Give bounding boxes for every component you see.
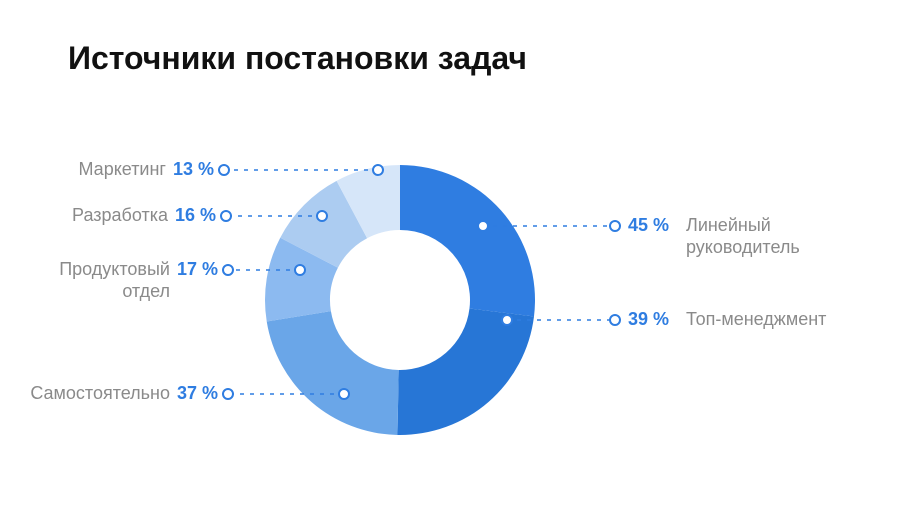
marker-outer-independently [223,389,233,399]
pct-marketing: 13 % [173,159,214,179]
marker-inner-product_dept [295,265,305,275]
slice-line_manager [400,165,535,316]
slice-independently [267,311,399,435]
label-top_management: Топ-менеджмент [686,309,826,329]
marker-outer-development [221,211,231,221]
slice-top_management [397,309,534,435]
marker-outer-line_manager [610,221,620,231]
marker-inner-development [317,211,327,221]
pct-top_management: 39 % [628,309,669,329]
label-product_dept: Продуктовыйотдел [59,259,170,301]
marker-outer-top_management [610,315,620,325]
pct-independently: 37 % [177,383,218,403]
marker-inner-line_manager [478,221,488,231]
label-line_manager: Линейныйруководитель [686,215,800,257]
label-marketing: Маркетинг [78,159,166,179]
pct-product_dept: 17 % [177,259,218,279]
marker-outer-marketing [219,165,229,175]
label-development: Разработка [72,205,169,225]
label-independently: Самостоятельно [30,383,170,403]
marker-inner-marketing [373,165,383,175]
pct-development: 16 % [175,205,216,225]
donut-chart: 45 % Линейныйруководитель 39 % Топ-менеджме… [0,0,900,506]
marker-inner-top_management [502,315,512,325]
marker-inner-independently [339,389,349,399]
pct-line_manager: 45 % [628,215,669,235]
marker-outer-product_dept [223,265,233,275]
